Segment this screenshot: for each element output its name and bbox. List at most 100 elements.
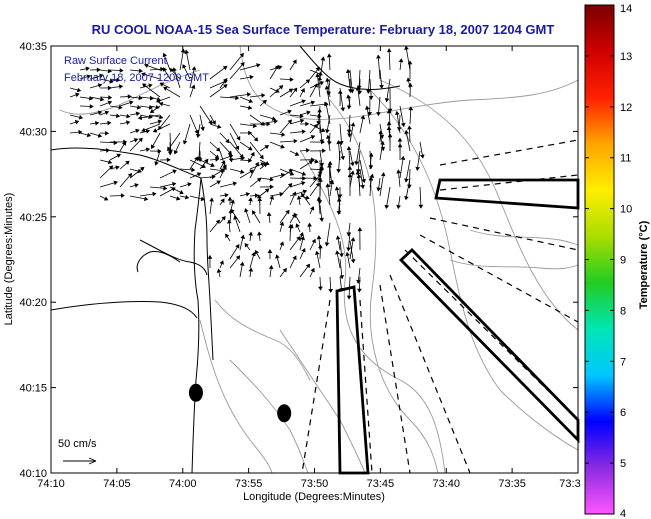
current-vector-head xyxy=(200,196,205,202)
current-vector xyxy=(319,123,323,143)
current-vector-head xyxy=(319,217,324,222)
current-vector-head xyxy=(88,96,94,101)
current-vector-head xyxy=(324,85,330,90)
colorbar-tick-label: 7 xyxy=(620,356,626,368)
current-vector-head xyxy=(107,85,112,91)
current-vector-head xyxy=(252,210,257,215)
current-vector-head xyxy=(266,121,271,127)
current-vector-head xyxy=(232,181,238,187)
current-vector-head xyxy=(356,173,362,178)
y-tick-label: 40:25 xyxy=(19,212,47,224)
current-vector-head xyxy=(317,76,323,81)
current-vector xyxy=(199,105,213,125)
current-vector-head xyxy=(315,66,320,72)
current-vector-head xyxy=(240,169,245,174)
current-vector xyxy=(396,111,401,134)
contour-line xyxy=(299,149,446,474)
current-vector-head xyxy=(216,124,222,129)
current-vector-head xyxy=(313,175,318,181)
current-vector-head xyxy=(296,236,301,241)
current-vector-head xyxy=(76,87,82,93)
current-vector-head xyxy=(287,109,292,115)
current-vector-head xyxy=(300,235,305,241)
current-vector-head xyxy=(299,231,304,237)
dashed-line xyxy=(301,299,331,474)
colorbar-tick-label: 6 xyxy=(620,407,626,419)
current-vector-head xyxy=(113,180,118,186)
contour-line xyxy=(59,69,201,115)
current-vector-head xyxy=(210,162,215,168)
current-vector-head xyxy=(94,120,100,126)
current-vector-head xyxy=(223,77,228,83)
current-vector xyxy=(173,67,181,89)
site-marker xyxy=(277,404,292,423)
current-vector-head xyxy=(158,101,164,107)
current-vector-head xyxy=(386,48,392,53)
contour-line xyxy=(449,259,579,270)
current-vector-head xyxy=(384,204,390,210)
current-vector-head xyxy=(127,94,132,99)
current-vector-head xyxy=(227,196,233,201)
current-vector-head xyxy=(415,166,421,171)
current-vector-head xyxy=(329,179,335,185)
y-tick-label: 40:30 xyxy=(19,126,47,138)
current-vector xyxy=(405,130,411,152)
current-vector-head xyxy=(288,169,294,174)
current-vector-head xyxy=(355,170,361,175)
current-vector-head xyxy=(407,125,412,130)
colorbar-tick-label: 8 xyxy=(620,305,626,317)
current-vector-head xyxy=(289,171,295,176)
current-vector-head xyxy=(317,108,322,113)
current-vector-head xyxy=(187,182,192,187)
current-vector xyxy=(348,146,351,170)
current-vector xyxy=(405,177,411,200)
current-vector-head xyxy=(350,122,356,127)
current-vector-head xyxy=(361,178,367,184)
current-vector-head xyxy=(89,104,94,109)
current-vector-head xyxy=(326,53,332,58)
current-vector-head xyxy=(268,264,274,270)
current-vector-head xyxy=(368,95,374,100)
current-vector-head xyxy=(118,84,124,89)
current-vector xyxy=(419,186,422,209)
current-vector-head xyxy=(97,110,103,116)
current-vector-head xyxy=(230,199,235,204)
colorbar-tick-label: 5 xyxy=(620,458,626,470)
current-vector-head xyxy=(262,99,267,105)
current-vector xyxy=(163,86,181,98)
current-vector-head xyxy=(315,182,320,188)
current-vector-head xyxy=(288,88,294,93)
current-vector xyxy=(385,186,391,209)
current-vector-head xyxy=(260,162,266,167)
current-vector-head xyxy=(319,81,325,86)
current-vector xyxy=(229,93,251,98)
current-vector xyxy=(339,258,343,279)
current-vector-head xyxy=(347,173,353,178)
current-vector-head xyxy=(292,59,297,64)
current-vector-head xyxy=(171,187,176,192)
current-vector-head xyxy=(145,129,151,134)
dashed-line xyxy=(439,174,579,191)
current-vector-head xyxy=(194,129,199,135)
current-vector xyxy=(357,87,361,107)
current-vector-head xyxy=(324,101,329,106)
current-vector-head xyxy=(108,165,114,170)
current-vector-head xyxy=(378,130,383,135)
dashed-line xyxy=(359,299,373,474)
current-vector-head xyxy=(317,173,322,178)
current-vector xyxy=(229,53,244,71)
current-vector-head xyxy=(184,194,190,200)
current-vector-head xyxy=(386,121,392,126)
current-vector-head xyxy=(274,65,279,70)
current-vector xyxy=(349,237,354,260)
current-vector-head xyxy=(264,145,270,150)
current-vector-head xyxy=(398,58,404,63)
current-vector-head xyxy=(209,197,214,202)
current-vector xyxy=(367,69,371,94)
current-vector-head xyxy=(324,242,330,247)
current-vector xyxy=(316,73,321,98)
current-vector-head xyxy=(219,260,224,265)
current-vector xyxy=(399,156,404,179)
current-vector-head xyxy=(376,187,382,192)
current-vector-head xyxy=(267,249,273,254)
